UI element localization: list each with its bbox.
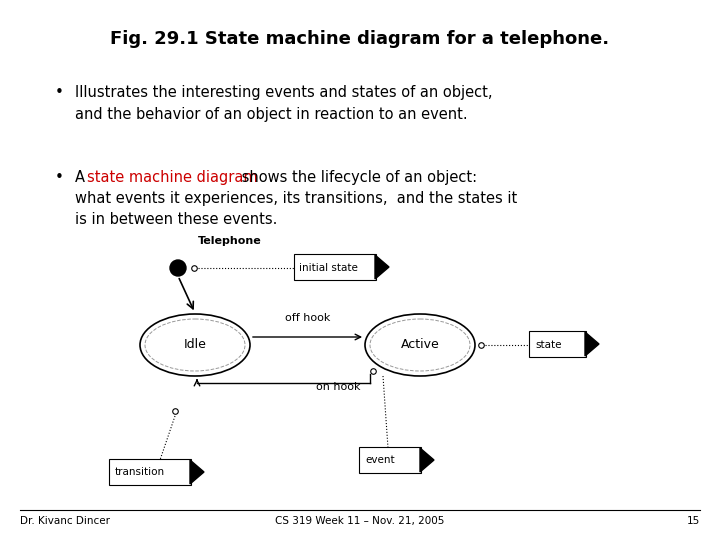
Circle shape bbox=[170, 260, 186, 276]
Text: A: A bbox=[75, 170, 89, 185]
Text: initial state: initial state bbox=[299, 263, 358, 273]
Text: on hook: on hook bbox=[315, 382, 360, 392]
Text: Illustrates the interesting events and states of an object,
and the behavior of : Illustrates the interesting events and s… bbox=[75, 85, 492, 122]
Ellipse shape bbox=[140, 314, 250, 376]
Text: off hook: off hook bbox=[285, 313, 330, 323]
Text: •: • bbox=[55, 85, 64, 100]
Polygon shape bbox=[420, 448, 434, 472]
FancyBboxPatch shape bbox=[529, 331, 586, 357]
Text: Fig. 29.1 State machine diagram for a telephone.: Fig. 29.1 State machine diagram for a te… bbox=[110, 30, 610, 48]
FancyBboxPatch shape bbox=[359, 447, 421, 473]
Text: transition: transition bbox=[115, 467, 165, 477]
Text: state machine diagram: state machine diagram bbox=[87, 170, 258, 185]
Polygon shape bbox=[190, 460, 204, 484]
Text: event: event bbox=[365, 455, 395, 465]
Polygon shape bbox=[375, 255, 389, 279]
FancyBboxPatch shape bbox=[109, 459, 191, 485]
FancyBboxPatch shape bbox=[294, 254, 376, 280]
Text: Dr. Kivanc Dincer: Dr. Kivanc Dincer bbox=[20, 516, 110, 526]
Text: 15: 15 bbox=[687, 516, 700, 526]
Text: Active: Active bbox=[400, 339, 439, 352]
Text: is in between these events.: is in between these events. bbox=[75, 212, 277, 227]
Text: CS 319 Week 11 – Nov. 21, 2005: CS 319 Week 11 – Nov. 21, 2005 bbox=[275, 516, 445, 526]
Text: state: state bbox=[535, 340, 562, 350]
Text: what events it experiences, its transitions,  and the states it: what events it experiences, its transiti… bbox=[75, 191, 517, 206]
Text: Telephone: Telephone bbox=[198, 236, 262, 246]
Text: shows the lifecycle of an object:: shows the lifecycle of an object: bbox=[237, 170, 477, 185]
Text: Idle: Idle bbox=[184, 339, 207, 352]
Polygon shape bbox=[585, 332, 599, 356]
Text: •: • bbox=[55, 170, 64, 185]
Ellipse shape bbox=[365, 314, 475, 376]
